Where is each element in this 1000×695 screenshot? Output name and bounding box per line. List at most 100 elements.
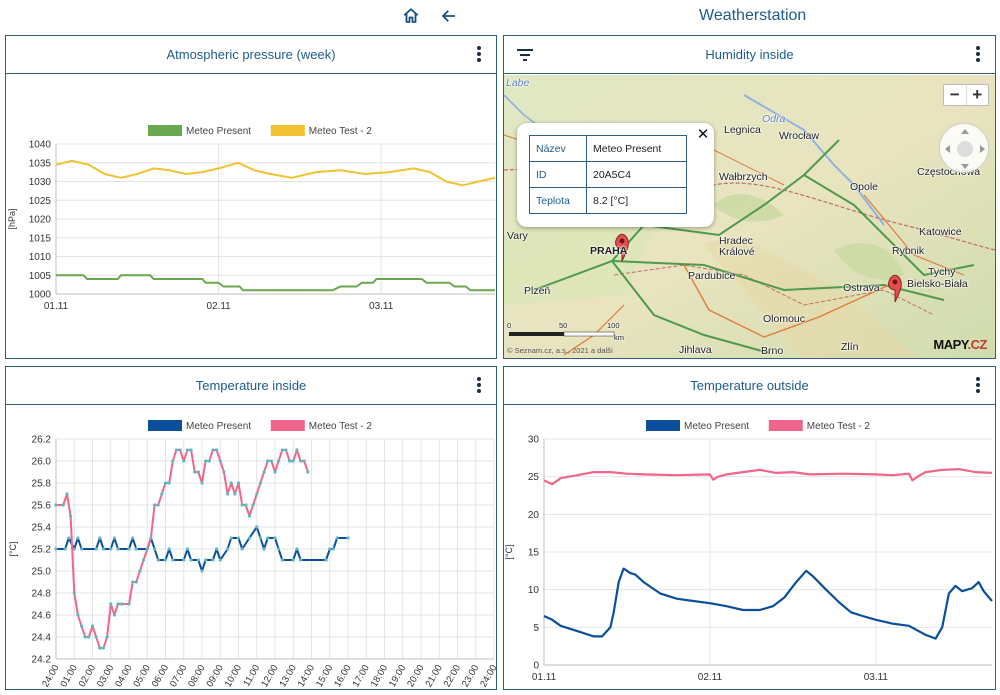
filter-icon[interactable]	[516, 48, 534, 62]
map-label: Legnica	[724, 124, 761, 136]
map-label: Ostrava	[843, 282, 880, 294]
y-tick-label: 10	[528, 585, 540, 596]
x-tick-label: 20:00	[405, 663, 426, 689]
panel-title: Temperature inside	[195, 378, 307, 393]
series-line	[543, 468, 993, 486]
data-point	[178, 448, 182, 452]
data-point	[211, 448, 215, 452]
legend-swatch	[148, 420, 182, 431]
data-point	[288, 459, 292, 463]
pan-center[interactable]	[957, 141, 973, 157]
data-point	[225, 492, 230, 496]
popup-row: Název Meteo Present	[529, 135, 687, 162]
y-axis-label: [°C]	[8, 541, 18, 556]
data-point	[63, 547, 67, 551]
data-point	[335, 536, 339, 540]
data-point	[131, 536, 135, 540]
data-point	[163, 558, 168, 562]
data-point	[160, 492, 164, 496]
y-tick-label: 25.6	[32, 501, 52, 512]
map-label: Opole	[850, 181, 879, 193]
y-tick-label: 15	[528, 548, 540, 559]
map-view[interactable]: Legnica Wrocław Wałbrzych Opole Częstoch…	[504, 75, 995, 358]
zoom-in-button[interactable]: +	[965, 85, 989, 105]
data-point	[174, 448, 179, 452]
data-point	[65, 492, 69, 496]
pressure-chart-svg: Meteo Present Meteo Test - 2 1000 1005 1010 1…	[7, 125, 496, 312]
data-point	[204, 459, 208, 463]
map-copyright[interactable]: © Seznam.cz, a.s., 2021 a další	[507, 346, 613, 355]
x-tick-label: 06:00	[150, 663, 171, 689]
x-tick-label: 02.11	[206, 301, 231, 312]
map-label: Rybnik	[892, 245, 925, 257]
x-tick-label: 02.11	[698, 672, 723, 683]
x-tick-label: 12:00	[259, 663, 280, 689]
map-label: Labe	[506, 77, 530, 89]
data-point	[200, 481, 204, 485]
panel-header: Temperature outside	[504, 367, 995, 405]
data-point	[69, 514, 73, 518]
popup-value: Meteo Present	[586, 135, 687, 162]
data-point	[167, 547, 171, 551]
close-icon[interactable]: ✕	[696, 126, 710, 143]
y-tick-label: 24.4	[32, 633, 52, 644]
data-point	[72, 591, 76, 595]
more-options-icon[interactable]	[975, 46, 981, 64]
marker-popup: ✕ Název Meteo Present ID 20A5C4 Teplota …	[517, 123, 714, 227]
data-point	[328, 547, 332, 551]
data-point	[182, 459, 186, 463]
data-point	[149, 536, 153, 540]
zoom-out-button[interactable]: −	[949, 85, 960, 104]
data-point	[291, 459, 295, 463]
y-tick-label: 24.6	[32, 611, 52, 622]
map-marker-icon[interactable]	[615, 233, 629, 262]
pressure-panel: Atmospheric pressure (week) Meteo Presen…	[5, 35, 497, 359]
data-point	[163, 481, 168, 485]
data-point	[116, 602, 120, 606]
data-point	[215, 448, 219, 452]
popup-row: ID 20A5C4	[529, 161, 687, 188]
y-tick-label: 26.0	[32, 457, 52, 468]
data-point	[142, 558, 146, 562]
data-point	[72, 547, 76, 551]
data-point	[171, 558, 175, 562]
more-options-icon[interactable]	[476, 377, 482, 395]
legend-swatch	[768, 420, 803, 431]
x-tick-label: 01:00	[58, 663, 79, 689]
data-point	[233, 492, 237, 496]
back-arrow-icon[interactable]	[440, 7, 460, 27]
x-tick-label: 17:00	[350, 663, 371, 689]
data-point	[152, 547, 157, 551]
data-point	[266, 459, 270, 463]
y-tick-label: 24.2	[32, 655, 52, 666]
data-point	[54, 503, 58, 507]
map-label: Vary	[507, 230, 528, 242]
data-point	[127, 547, 131, 551]
more-options-icon[interactable]	[975, 377, 981, 395]
data-point	[171, 459, 175, 463]
more-options-icon[interactable]	[476, 46, 482, 64]
map-marker-icon[interactable]	[888, 274, 902, 303]
data-point	[101, 547, 106, 551]
x-tick-label: 03.11	[369, 301, 394, 312]
data-point	[236, 481, 241, 485]
series-line	[56, 274, 495, 292]
data-point	[67, 536, 71, 540]
y-tick-label: 1005	[29, 271, 52, 282]
y-tick-label: 25.4	[32, 523, 52, 534]
panel-title: Temperature outside	[690, 378, 809, 393]
temp-inside-panel: Temperature inside Meteo Present Meteo Te…	[5, 366, 500, 690]
data-point	[109, 547, 113, 551]
x-tick-label: 05:00	[131, 663, 152, 689]
data-point	[120, 602, 124, 606]
data-point	[284, 448, 288, 452]
data-point	[98, 536, 102, 540]
app-title: Weatherstation	[699, 7, 807, 24]
data-point	[331, 547, 335, 551]
home-icon[interactable]	[402, 7, 422, 27]
data-point	[196, 470, 200, 474]
pan-control[interactable]	[939, 123, 989, 173]
map-label: PRAHA	[590, 245, 628, 257]
popup-row: Teplota 8.2 [°C]	[529, 187, 687, 214]
data-point	[79, 624, 84, 628]
